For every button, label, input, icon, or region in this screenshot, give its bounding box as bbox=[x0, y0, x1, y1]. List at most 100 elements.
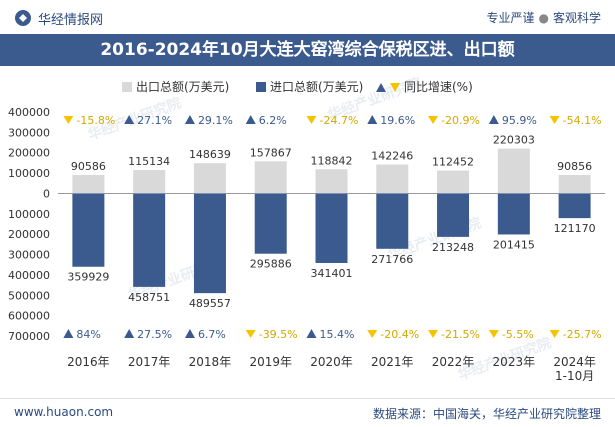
export-growth-label: 6.2% bbox=[259, 114, 287, 127]
x-tick-label: 2019年 bbox=[249, 355, 292, 369]
import-bar bbox=[315, 193, 348, 263]
y-tick-label: 600000 bbox=[8, 310, 50, 323]
x-tick-label: 2016年 bbox=[67, 355, 110, 369]
export-value-label: 90856 bbox=[557, 160, 592, 173]
y-tick-label: 100000 bbox=[8, 208, 50, 221]
export-bar bbox=[558, 174, 591, 194]
export-bar bbox=[72, 175, 105, 194]
x-tick-label: 2022年 bbox=[432, 355, 475, 369]
tagline-separator: ● bbox=[538, 11, 549, 25]
import-value-label: 489557 bbox=[189, 297, 231, 310]
export-value-label: 157867 bbox=[250, 146, 292, 159]
export-value-label: 118842 bbox=[311, 154, 353, 167]
x-tick-label: 1-10月 bbox=[555, 369, 594, 383]
import-value-label: 201415 bbox=[493, 238, 535, 251]
import-growth-label: -21.5% bbox=[441, 328, 480, 341]
x-tick-label: 2017年 bbox=[128, 355, 171, 369]
growth-up-icon bbox=[306, 329, 317, 338]
growth-up-icon bbox=[184, 115, 195, 124]
tagline-1: 专业严谨 bbox=[486, 11, 535, 25]
export-growth-label: 95.9% bbox=[502, 114, 537, 127]
import-value-label: 121170 bbox=[554, 222, 596, 235]
growth-down-icon bbox=[306, 116, 317, 124]
import-bar bbox=[133, 193, 166, 287]
import-value-label: 458751 bbox=[128, 291, 170, 304]
export-value-label: 90586 bbox=[71, 160, 106, 173]
tagline-2: 客观科学 bbox=[552, 11, 601, 25]
import-bar bbox=[497, 193, 530, 235]
growth-down-icon bbox=[367, 330, 378, 338]
import-growth-label: -39.5% bbox=[259, 328, 298, 341]
y-tick-label: 200000 bbox=[8, 147, 50, 160]
y-tick-label: 300000 bbox=[8, 249, 50, 262]
brand-name: 华经情报网 bbox=[38, 13, 104, 28]
import-growth-label: 6.7% bbox=[198, 328, 226, 341]
growth-up-icon bbox=[124, 115, 135, 124]
y-tick-label: 0 bbox=[43, 187, 50, 200]
import-bar bbox=[437, 193, 470, 237]
export-growth-label: -15.8% bbox=[76, 114, 115, 127]
export-growth-label: 19.6% bbox=[380, 114, 415, 127]
growth-down-icon bbox=[245, 330, 256, 338]
export-bar bbox=[193, 163, 226, 194]
import-value-label: 213248 bbox=[432, 241, 474, 254]
export-growth-label: 29.1% bbox=[198, 114, 233, 127]
y-tick-label: 300000 bbox=[8, 126, 50, 139]
export-bar bbox=[315, 169, 348, 194]
footer: www.huaon.com 数据来源：中国海关，华经产业研究院整理 bbox=[0, 398, 615, 427]
growth-up-icon bbox=[367, 115, 378, 124]
top-bar: 华经情报网 专业严谨 ● 客观科学 bbox=[0, 0, 615, 34]
y-tick-label: 400000 bbox=[8, 106, 50, 119]
x-tick-label: 2018年 bbox=[189, 355, 232, 369]
export-bar bbox=[437, 170, 470, 194]
legend-import-swatch bbox=[256, 82, 266, 92]
import-value-label: 271766 bbox=[371, 253, 413, 266]
site-url: www.huaon.com bbox=[14, 405, 114, 419]
export-bar bbox=[254, 161, 287, 194]
growth-up-icon bbox=[63, 329, 74, 338]
growth-down-icon bbox=[549, 116, 560, 124]
import-bar bbox=[558, 193, 591, 219]
export-bar bbox=[376, 164, 409, 194]
growth-down-icon bbox=[428, 330, 439, 338]
legend-export-swatch bbox=[122, 82, 132, 92]
export-value-label: 148639 bbox=[189, 148, 231, 161]
x-tick-label: 2021年 bbox=[371, 355, 414, 369]
data-source: 数据来源：中国海关，华经产业研究院整理 bbox=[372, 407, 601, 421]
import-growth-label: -5.5% bbox=[502, 328, 534, 341]
legend-down-triangle-icon bbox=[390, 83, 400, 92]
growth-up-icon bbox=[245, 115, 256, 124]
y-tick-label: 500000 bbox=[8, 289, 50, 302]
export-value-label: 220303 bbox=[493, 134, 535, 147]
growth-up-icon bbox=[184, 329, 195, 338]
growth-down-icon bbox=[63, 116, 74, 124]
export-value-label: 115134 bbox=[128, 155, 170, 168]
import-bar bbox=[376, 193, 409, 249]
import-value-label: 359929 bbox=[67, 271, 109, 284]
growth-up-icon bbox=[488, 115, 499, 124]
growth-down-icon bbox=[488, 330, 499, 338]
y-tick-label: 400000 bbox=[8, 269, 50, 282]
export-bar bbox=[133, 170, 166, 194]
legend-up-triangle-icon bbox=[376, 83, 386, 92]
import-growth-label: -20.4% bbox=[380, 328, 419, 341]
growth-up-icon bbox=[124, 329, 135, 338]
y-tick-label: 200000 bbox=[8, 228, 50, 241]
import-value-label: 341401 bbox=[311, 267, 353, 280]
growth-down-icon bbox=[549, 330, 560, 338]
growth-down-icon bbox=[428, 116, 439, 124]
export-value-label: 142246 bbox=[371, 149, 413, 162]
import-bar bbox=[193, 193, 226, 294]
legend-import-label: 进口总额(万美元) bbox=[270, 80, 363, 94]
export-growth-label: 27.1% bbox=[137, 114, 172, 127]
legend-growth-label: 同比增速(%) bbox=[404, 80, 473, 94]
y-tick-label: 700000 bbox=[8, 330, 50, 343]
chart-title: 2016-2024年10月大连大窑湾综合保税区进、出口额 bbox=[0, 34, 615, 66]
import-value-label: 295886 bbox=[250, 258, 292, 271]
x-tick-label: 2020年 bbox=[310, 355, 353, 369]
logo-icon bbox=[15, 10, 31, 26]
export-growth-label: -24.7% bbox=[320, 114, 359, 127]
import-bar bbox=[72, 193, 105, 267]
x-tick-label: 2024年 bbox=[553, 355, 596, 369]
import-bar bbox=[254, 193, 287, 254]
